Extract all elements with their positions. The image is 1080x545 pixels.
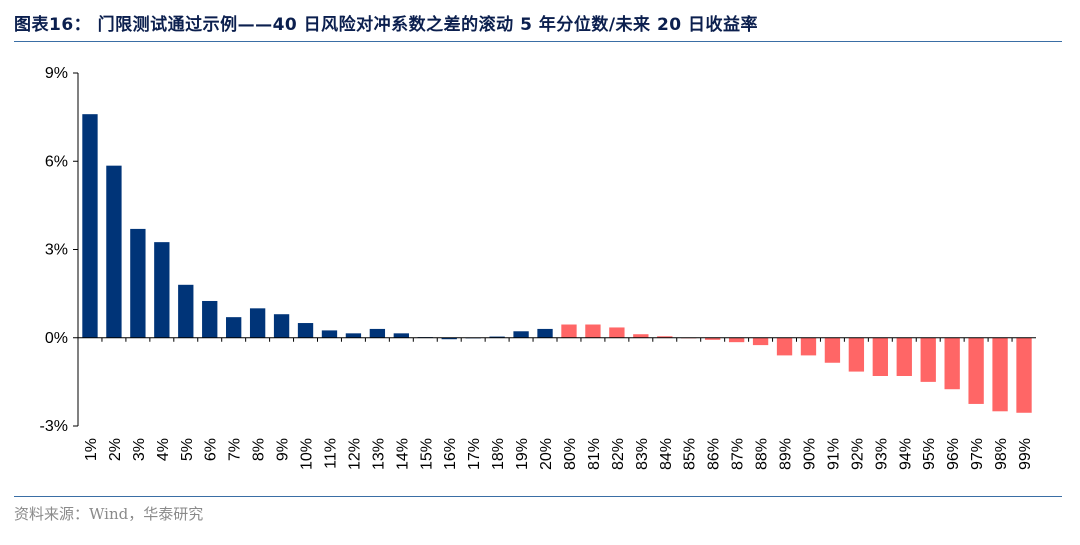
bar-7%: [226, 317, 242, 338]
x-tick-label: 87%: [730, 438, 747, 470]
x-tick-label: 20%: [538, 438, 555, 470]
bar-6%: [202, 300, 218, 338]
x-tick-label: 82%: [610, 438, 627, 470]
bar-11%: [321, 330, 338, 338]
x-tick-label: 81%: [586, 438, 603, 470]
y-tick-label: 3%: [45, 242, 68, 259]
x-tick-label: 1%: [83, 438, 100, 461]
x-tick-label: 94%: [897, 438, 914, 470]
x-tick-label: 89%: [778, 438, 795, 470]
x-tick-label: 90%: [801, 438, 818, 470]
bar-90%: [800, 337, 817, 356]
bar-96%: [944, 337, 960, 390]
x-tick-label: 93%: [873, 438, 890, 470]
x-tick-label: 10%: [299, 438, 316, 470]
y-tick-label: -3%: [40, 418, 68, 435]
x-tick-label: 9%: [275, 438, 292, 461]
bar-20%: [537, 328, 553, 338]
bar-84%: [657, 336, 673, 338]
x-tick-label: 4%: [155, 438, 172, 461]
bar-19%: [513, 331, 529, 338]
bar-12%: [345, 333, 362, 338]
footer-divider: [14, 496, 1062, 497]
bar-4%: [154, 242, 170, 338]
bar-9%: [273, 314, 290, 338]
x-tick-label: 17%: [466, 438, 483, 470]
bar-81%: [585, 324, 601, 338]
x-tick-label: 92%: [849, 438, 866, 470]
bar-92%: [848, 337, 865, 372]
x-tick-label: 6%: [203, 438, 220, 461]
x-tick-label: 80%: [562, 438, 579, 470]
bar-chart: -3%0%3%6%9% 1% 2% 3% 4% 5% 6% 7% 8% 9% 10% 11% 12% 1…: [40, 65, 1036, 470]
x-tick-label: 3%: [131, 438, 148, 461]
x-tick-label: 88%: [754, 438, 771, 470]
bar-98%: [992, 337, 1008, 412]
bar-83%: [633, 334, 649, 338]
bar-10%: [297, 323, 314, 338]
bar-93%: [872, 337, 888, 376]
bar-88%: [752, 337, 769, 346]
bar-86%: [705, 337, 721, 340]
bar-16%: [441, 337, 457, 340]
bar-8%: [249, 308, 266, 338]
bars-layer: [82, 114, 1032, 413]
x-tick-label: 8%: [251, 438, 268, 461]
x-tick-label: 16%: [442, 438, 459, 470]
x-tick-label: 99%: [1017, 438, 1034, 470]
bar-95%: [920, 337, 936, 382]
x-tick-label: 85%: [682, 438, 699, 470]
bar-14%: [393, 333, 409, 338]
x-tick-label: 96%: [945, 438, 962, 470]
x-tick-label: 97%: [969, 438, 986, 470]
bar-5%: [178, 284, 194, 338]
y-tick-label: 0%: [45, 330, 68, 347]
bar-89%: [776, 337, 793, 356]
x-tick-label: 5%: [179, 438, 196, 461]
x-tick-label: 91%: [825, 438, 842, 470]
bar-80%: [561, 324, 577, 338]
bar-91%: [824, 337, 841, 363]
x-tick-label: 15%: [418, 438, 435, 470]
x-tick-label: 18%: [490, 438, 507, 470]
chart-title: 图表16： 门限测试通过示例——40 日风险对冲系数之差的滚动 5 年分位数/未…: [14, 15, 759, 35]
bar-97%: [968, 337, 984, 404]
bar-87%: [728, 337, 745, 343]
x-tick-label: 98%: [993, 438, 1010, 470]
bar-13%: [369, 328, 386, 338]
x-tick-label: 86%: [706, 438, 723, 470]
y-tick-label: 6%: [45, 153, 68, 170]
x-tick-label: 13%: [370, 438, 387, 470]
bar-1%: [82, 114, 98, 338]
bar-94%: [896, 337, 912, 376]
bar-18%: [489, 336, 505, 338]
x-labels-layer: 1% 2% 3% 4% 5% 6% 7% 8% 9% 10% 11% 12% 13% 14% 15% 16% 1…: [77, 337, 1034, 470]
x-tick-label: 84%: [658, 438, 675, 470]
x-tick-label: 2%: [107, 438, 124, 461]
x-tick-label: 14%: [394, 438, 411, 470]
source-note: 资料来源：Wind，华泰研究: [14, 505, 204, 523]
x-tick-label: 19%: [514, 438, 531, 470]
bar-82%: [609, 327, 625, 338]
y-ticks-layer: -3% 0% 3% 6% 9%: [40, 65, 78, 435]
x-tick-label: 95%: [921, 438, 938, 470]
x-tick-label: 11%: [322, 438, 339, 469]
x-tick-label: 12%: [346, 438, 363, 470]
title-divider: [14, 41, 1062, 42]
bar-2%: [106, 165, 122, 338]
bar-3%: [130, 228, 146, 338]
y-tick-label: 9%: [45, 65, 68, 82]
x-tick-label: 7%: [227, 438, 244, 461]
bar-99%: [1016, 337, 1032, 413]
x-tick-label: 83%: [634, 438, 651, 470]
